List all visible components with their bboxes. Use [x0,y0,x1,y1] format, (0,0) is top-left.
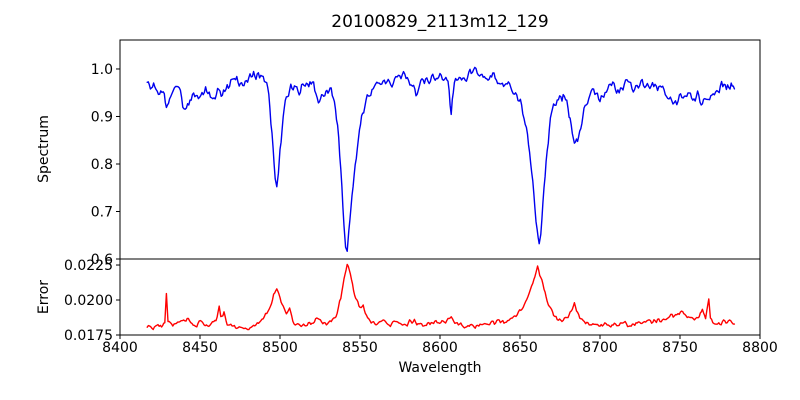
spectrum-y-tick-label: 0.6 [91,252,113,268]
plot-panels: 0.6 0.7 0.8 0.9 1.0 0.0175 0.0200 0.0225 8400 845… [64,39,778,356]
error-y-tick-label: 0.0200 [64,293,113,309]
y-axis-label-error: Error [36,280,52,314]
x-tick-label: 8450 [182,340,218,356]
error-y-tick-label: 0.0175 [64,328,113,344]
chart-title: 20100829_2113m12_129 [331,12,548,32]
spectrum-y-tick-label: 0.7 [91,204,113,220]
x-tick-label: 8800 [742,340,778,356]
x-tick-label: 8600 [422,340,458,356]
x-tick-label: 8550 [342,340,378,356]
spectrum-y-tick-label: 0.8 [91,157,113,173]
x-axis-label: Wavelength [398,360,481,376]
y-axis-label-spectrum: Spectrum [36,115,52,183]
x-tick-label: 8650 [502,340,538,356]
error-line [146,263,736,331]
x-tick-label: 8700 [582,340,618,356]
x-tick-label: 8750 [662,340,698,356]
spectrum-line [146,66,736,253]
x-tick-label: 8500 [262,340,298,356]
x-tick-label: 8400 [102,340,138,356]
spectrum-y-tick-label: 0.9 [91,109,113,125]
spectrum-y-tick-label: 1.0 [91,62,113,78]
error-y-tick-label: 0.0225 [64,258,113,274]
